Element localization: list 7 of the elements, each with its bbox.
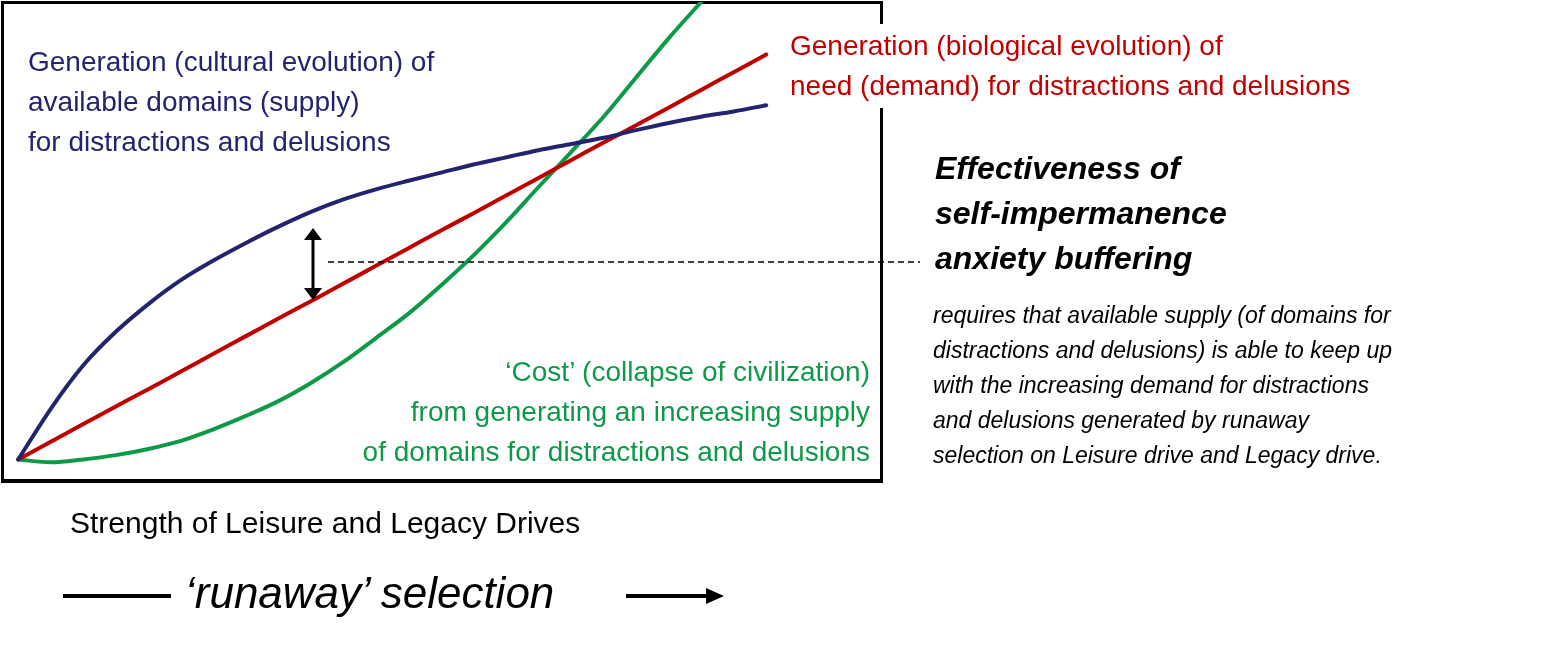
x-axis-title: Strength of Leisure and Legacy Drives [70,506,581,540]
text: ‘runaway’ selection [185,568,555,618]
series-label: ‘Cost’ (collapse of civilization) from generating an increasing supply of domains for distractions and delusions [362,355,870,469]
series-label: Generation (cultural evolution) of available domains (supply) for distractions and delusions [28,45,436,159]
text: requires that available supply (of domains for distractions and delusions) is able to keep up with the increasing demand for distractions and delusions generated by runaway selection on Leisure drive and Legacy drive. [933,301,1393,470]
text: Effectiveness of self-impermanence anxiety buffering [935,149,1228,278]
series-label: Generation (biological evolution) of need (demand) for distractions and delusions [786,24,1355,108]
